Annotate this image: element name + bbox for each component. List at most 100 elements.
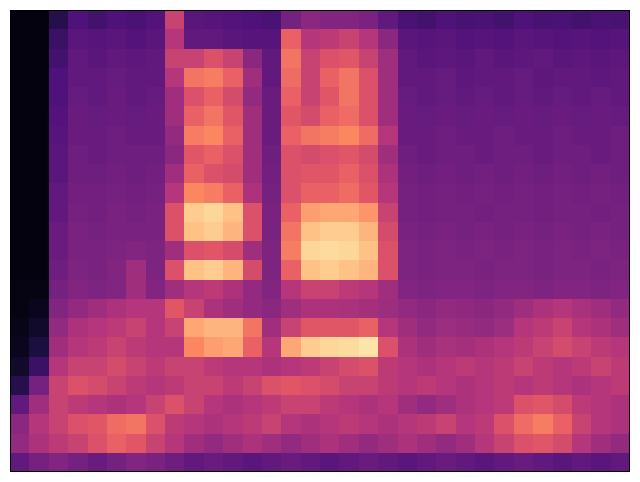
- heatmap-cell: [68, 357, 88, 376]
- heatmap-cell: [475, 241, 494, 260]
- heatmap-cell: [243, 10, 262, 29]
- heatmap-cell: [494, 453, 514, 472]
- heatmap-cell: [146, 260, 165, 280]
- heatmap-cell: [572, 87, 591, 106]
- heatmap-cell: [572, 318, 591, 337]
- heatmap-cell: [262, 337, 281, 357]
- heatmap-cell: [204, 10, 223, 29]
- heatmap-cell: [359, 126, 378, 145]
- heatmap-cell: [320, 49, 339, 68]
- heatmap-cell: [107, 241, 126, 260]
- heatmap-cell: [494, 203, 514, 222]
- heatmap-cell: [553, 68, 572, 87]
- heatmap-cell: [49, 395, 68, 414]
- heatmap-cell: [301, 299, 320, 318]
- heatmap-cell: [456, 453, 475, 472]
- heatmap-cell: [339, 299, 359, 318]
- heatmap-cell: [417, 357, 436, 376]
- heatmap-cell: [49, 318, 68, 337]
- heatmap-cell: [243, 222, 262, 241]
- heatmap-cell: [398, 203, 417, 222]
- heatmap-cell: [494, 29, 514, 49]
- heatmap-cell: [572, 203, 591, 222]
- heatmap-cell: [165, 10, 184, 29]
- heatmap-cell: [281, 164, 301, 183]
- heatmap-cell: [533, 106, 553, 126]
- heatmap-cell: [243, 203, 262, 222]
- heatmap-cell: [165, 29, 184, 49]
- heatmap-cell: [514, 49, 533, 68]
- heatmap-cell: [301, 222, 320, 241]
- heatmap-cell: [417, 241, 436, 260]
- heatmap-cell: [165, 395, 184, 414]
- heatmap-cell: [572, 106, 591, 126]
- heatmap-cell: [514, 106, 533, 126]
- heatmap-cell: [359, 453, 378, 472]
- heatmap-cell: [262, 299, 281, 318]
- heatmap-cell: [29, 357, 49, 376]
- heatmap-cell: [204, 260, 223, 280]
- heatmap-cell: [301, 280, 320, 299]
- heatmap-cell: [49, 183, 68, 203]
- heatmap-cell: [436, 376, 456, 395]
- heatmap-cell: [320, 87, 339, 106]
- heatmap-cell: [301, 203, 320, 222]
- heatmap-cell: [591, 376, 611, 395]
- heatmap-cell: [146, 357, 165, 376]
- heatmap-cell: [262, 241, 281, 260]
- heatmap-cell: [68, 145, 88, 164]
- heatmap-cell: [301, 164, 320, 183]
- chart-svg: [0, 0, 640, 482]
- heatmap-cell: [262, 434, 281, 453]
- heatmap-cell: [359, 414, 378, 434]
- heatmap-cell: [533, 126, 553, 145]
- heatmap-cell: [262, 376, 281, 395]
- heatmap-cell: [417, 280, 436, 299]
- heatmap-cell: [49, 414, 68, 434]
- heatmap-cell: [281, 222, 301, 241]
- heatmap-cell: [68, 49, 88, 68]
- heatmap-cell: [223, 453, 243, 472]
- heatmap-cell: [398, 414, 417, 434]
- heatmap-cell: [165, 376, 184, 395]
- heatmap-cell: [417, 260, 436, 280]
- heatmap-cell: [223, 87, 243, 106]
- heatmap-cell: [223, 241, 243, 260]
- heatmap-cell: [126, 241, 146, 260]
- heatmap-cell: [494, 87, 514, 106]
- heatmap-cell: [29, 434, 49, 453]
- heatmap-cell: [456, 183, 475, 203]
- heatmap-cell: [88, 260, 107, 280]
- heatmap-cell: [301, 87, 320, 106]
- heatmap-cell: [378, 241, 398, 260]
- heatmap-cell: [553, 434, 572, 453]
- heatmap-cell: [243, 145, 262, 164]
- heatmap-cell: [475, 164, 494, 183]
- heatmap-cell: [359, 106, 378, 126]
- heatmap-cell: [417, 68, 436, 87]
- heatmap-cell: [107, 434, 126, 453]
- heatmap-cell: [88, 106, 107, 126]
- heatmap-cell: [281, 434, 301, 453]
- heatmap-cell: [456, 10, 475, 29]
- heatmap-cell: [281, 241, 301, 260]
- heatmap-cell: [591, 357, 611, 376]
- heatmap-cell: [223, 260, 243, 280]
- heatmap-cell: [204, 49, 223, 68]
- heatmap-cell: [165, 49, 184, 68]
- heatmap-cell: [417, 414, 436, 434]
- heatmap-cell: [223, 318, 243, 337]
- heatmap-cell: [533, 222, 553, 241]
- heatmap-cell: [456, 126, 475, 145]
- heatmap-cell: [49, 357, 68, 376]
- heatmap-cell: [204, 434, 223, 453]
- heatmap-cell: [475, 49, 494, 68]
- heatmap-cell: [49, 145, 68, 164]
- heatmap-cell: [223, 164, 243, 183]
- heatmap-cell: [49, 241, 68, 260]
- heatmap-cell: [359, 260, 378, 280]
- heatmap-cell: [359, 87, 378, 106]
- heatmap-cell: [494, 260, 514, 280]
- heatmap-cell: [204, 29, 223, 49]
- heatmap-cell: [262, 222, 281, 241]
